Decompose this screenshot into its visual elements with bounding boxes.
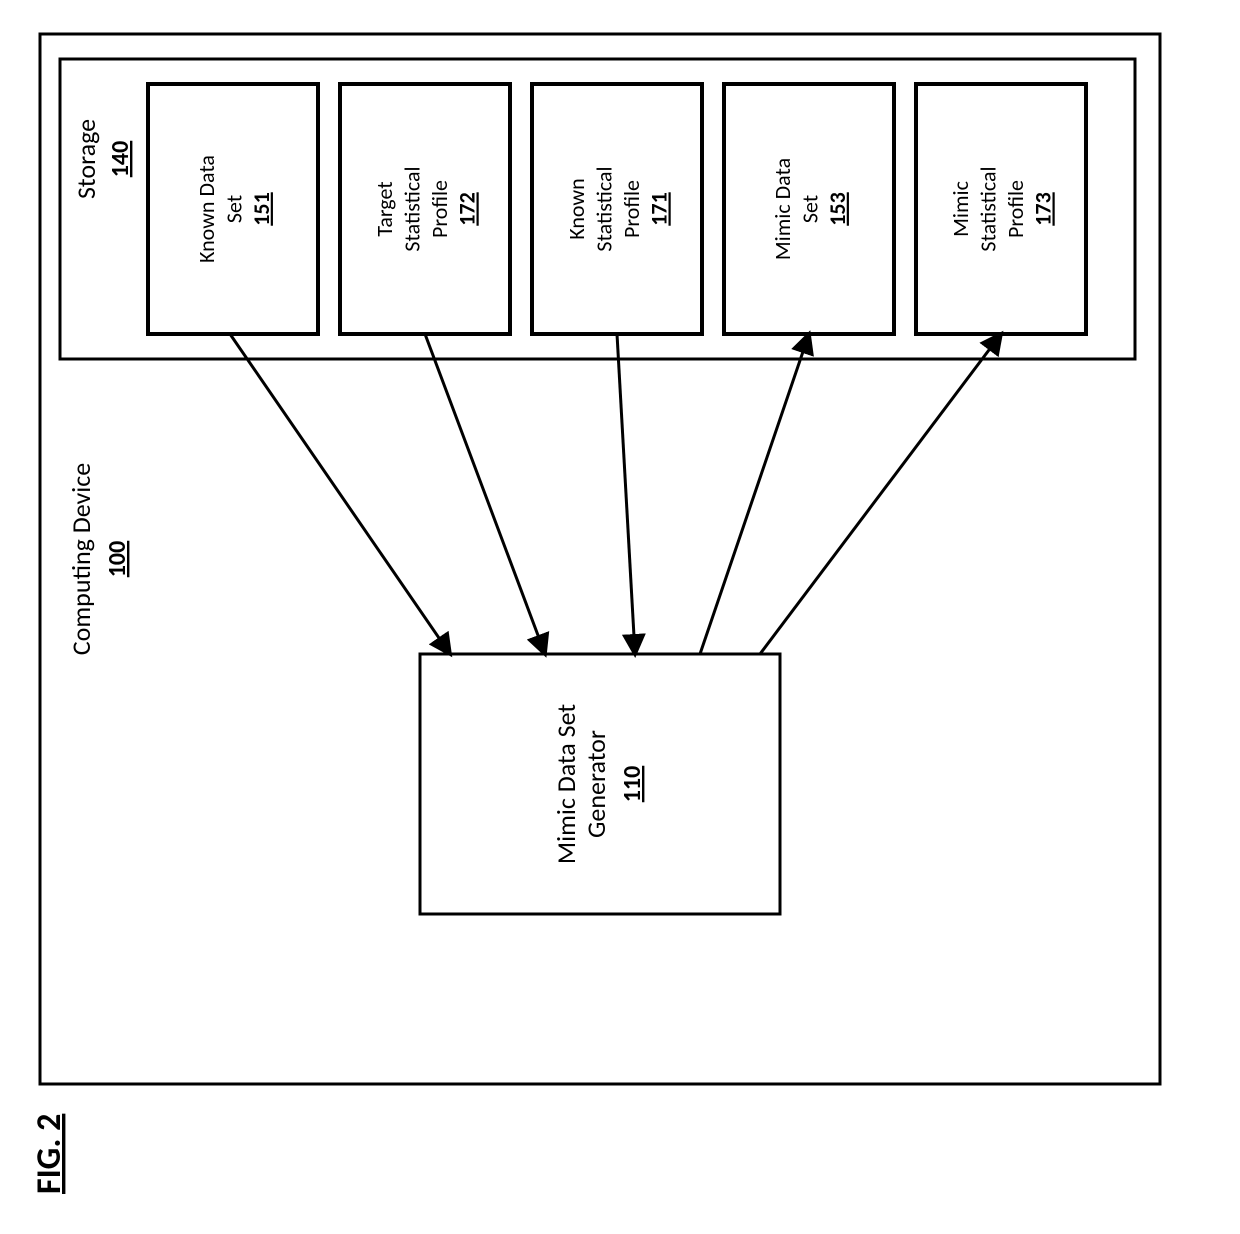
storage-item-line: Mimic Data [769, 158, 796, 260]
storage-item-ref: 153 [824, 192, 851, 225]
storage-item-line: Target [371, 181, 398, 236]
storage-item-line: Known Data [193, 155, 220, 263]
storage-item-line: Profile [1002, 180, 1029, 238]
flow-arrow [425, 334, 545, 654]
storage-item-line: Statistical [591, 166, 618, 251]
storage-item-line: Set [796, 195, 823, 223]
rotated-group: Computing Device100Mimic Data SetGenerat… [40, 34, 1160, 1084]
generator-ref: 110 [618, 766, 647, 803]
flow-arrow [700, 334, 809, 654]
storage-item-line: Profile [618, 180, 645, 238]
flow-arrow [760, 334, 1001, 654]
storage-item-line: Mimic [947, 181, 974, 237]
storage-item-line: Known [563, 178, 590, 239]
storage-item-ref: 171 [646, 192, 673, 225]
diagram-canvas: Computing Device100Mimic Data SetGenerat… [0, 0, 1240, 1234]
figure-label-group: FIG. 2 [29, 1114, 70, 1194]
storage-title: Storage [70, 119, 102, 199]
figure-label: FIG. 2 [29, 1114, 70, 1194]
storage-item-ref: 151 [248, 192, 275, 225]
computing-device-title: Computing Device [65, 463, 97, 655]
storage-ref: 140 [106, 141, 135, 178]
computing-device-ref: 100 [103, 541, 132, 578]
storage-item-line: Statistical [975, 166, 1002, 251]
storage-item-ref: 173 [1030, 192, 1057, 225]
flow-arrow [617, 334, 635, 654]
generator-line2: Generator [580, 730, 612, 838]
storage-item-ref: 172 [454, 192, 481, 225]
storage-item-line: Set [220, 195, 247, 223]
storage-item-line: Statistical [399, 166, 426, 251]
generator-line1: Mimic Data Set [550, 704, 582, 864]
flow-arrow [230, 334, 450, 654]
storage-item-line: Profile [426, 180, 453, 238]
